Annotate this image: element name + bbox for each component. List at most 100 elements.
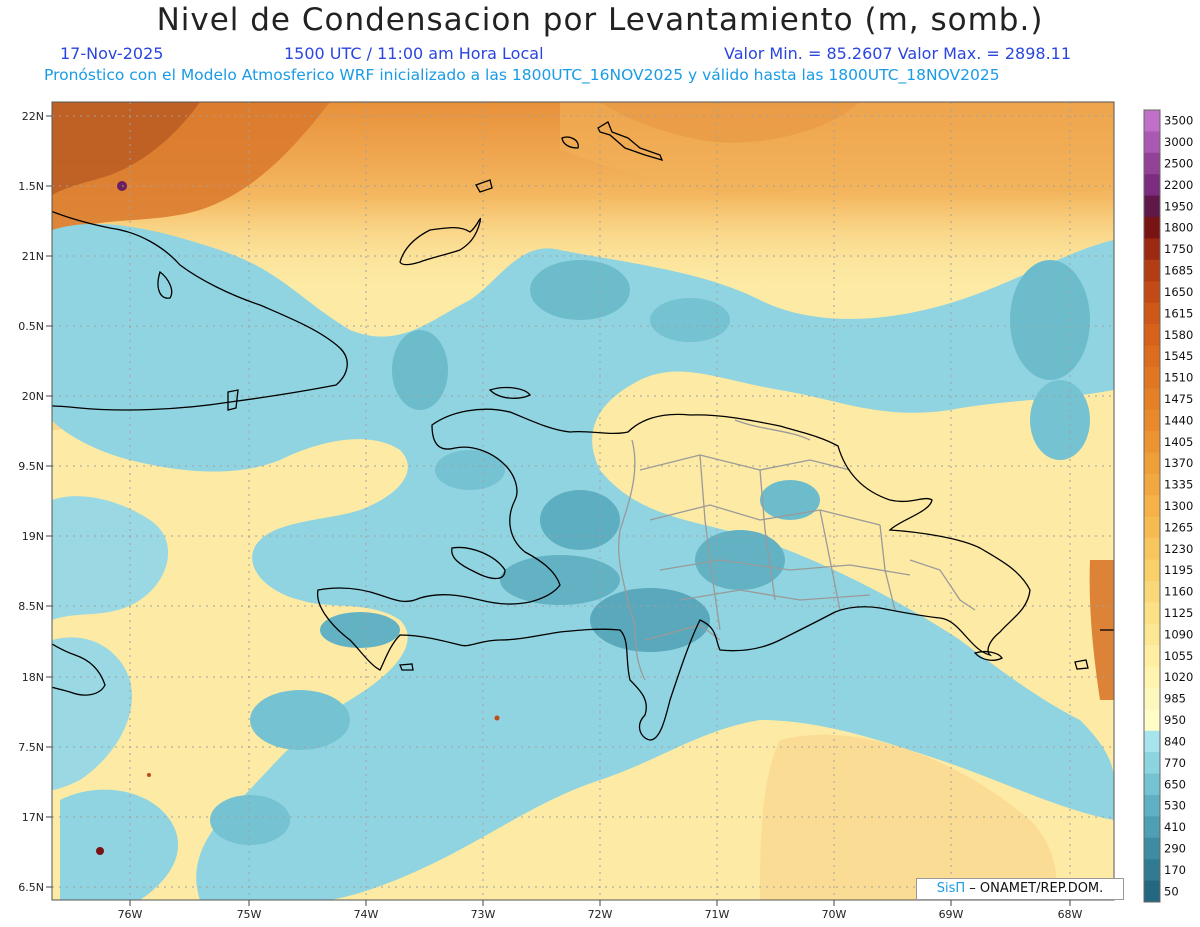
colorbar-swatch (1144, 580, 1160, 603)
colorbar-swatch (1144, 302, 1160, 325)
axis-ticks (46, 115, 1071, 906)
colorbar-label: 530 (1164, 799, 1186, 813)
colorbar-label: 1370 (1164, 456, 1193, 470)
colorbar-swatch (1144, 666, 1160, 689)
lat-label: 18N (22, 671, 44, 684)
colorbar-swatch (1144, 687, 1160, 710)
colorbar-swatch (1144, 709, 1160, 732)
colorbar-swatch (1144, 794, 1160, 817)
colorbar-label: 1125 (1164, 606, 1193, 620)
colorbar-label: 290 (1164, 841, 1186, 855)
colorbar-label: 50 (1164, 884, 1179, 898)
lon-label: 68W (1058, 908, 1083, 921)
lat-label: 8.5N (18, 600, 44, 613)
colorbar-label: 2200 (1164, 178, 1193, 192)
lon-label: 70W (822, 908, 847, 921)
credit-text: – ONAMET/REP.DOM. (969, 881, 1104, 896)
colorbar-label: 1440 (1164, 413, 1193, 427)
colorbar-label: 1685 (1164, 264, 1193, 278)
colorbar-label: 1020 (1164, 670, 1193, 684)
colorbar-label: 3500 (1164, 114, 1193, 128)
colorbar-label: 1580 (1164, 328, 1193, 342)
colorbar-swatch (1144, 366, 1160, 389)
colorbar-label: 1510 (1164, 371, 1193, 385)
lat-label: 20N (22, 390, 44, 403)
colorbar-border (1143, 109, 1161, 903)
colorbar-label: 770 (1164, 756, 1186, 770)
lat-label: 21N (22, 250, 44, 263)
colorbar-swatch (1144, 388, 1160, 411)
colorbar-swatch (1144, 816, 1160, 839)
province-borders (617, 419, 976, 681)
colorbar-swatch (1144, 752, 1160, 775)
colorbar-label: 410 (1164, 820, 1186, 834)
colorbar-label: 1475 (1164, 392, 1193, 406)
colorbar-swatch (1144, 623, 1160, 646)
latitude-labels: 22N 1.5N 21N 0.5N 20N 9.5N 19N 8.5N 18N … (18, 110, 44, 894)
colorbar-swatch (1144, 516, 1160, 539)
colorbar-label: 1650 (1164, 285, 1193, 299)
colorbar-swatch (1144, 259, 1160, 282)
coastlines (52, 121, 1114, 741)
page-title: Nivel de Condensacion por Levantamiento … (156, 2, 1044, 38)
lon-label: 75W (237, 908, 262, 921)
colorbar-label: 1800 (1164, 221, 1193, 235)
colorbar-swatch (1144, 495, 1160, 518)
lat-label: 1.5N (18, 180, 44, 193)
colorbar-label: 1335 (1164, 478, 1193, 492)
colorbar-label: 3000 (1164, 135, 1193, 149)
colorbar-swatch (1144, 880, 1160, 903)
lat-label: 6.5N (18, 881, 44, 894)
colorbar-label: 1405 (1164, 435, 1193, 449)
colorbar-label: 650 (1164, 777, 1186, 791)
colorbar-swatch (1144, 859, 1160, 882)
forecast-description: Pronóstico con el Modelo Atmosferico WRF… (44, 66, 1000, 84)
colorbar-label: 840 (1164, 734, 1186, 748)
sispi-logo: SisΠ (936, 881, 966, 896)
longitude-labels: 76W 75W 74W 73W 72W 71W 70W 69W 68W (118, 908, 1083, 921)
colorbar-swatch (1144, 602, 1160, 625)
min-max-values: Valor Min. = 85.2607 Valor Max. = 2898.1… (724, 44, 1072, 63)
colorbar-label: 1090 (1164, 627, 1193, 641)
lat-label: 7.5N (18, 741, 44, 754)
colorbar-label: 1615 (1164, 306, 1193, 320)
colorbar-swatch (1144, 110, 1160, 132)
colorbar-swatch (1144, 452, 1160, 475)
colorbar-label: 1265 (1164, 520, 1193, 534)
colorbar-swatch (1144, 174, 1160, 197)
lat-label: 0.5N (18, 320, 44, 333)
lat-label: 17N (22, 811, 44, 824)
colorbar-label: 170 (1164, 863, 1186, 877)
colorbar-swatch (1144, 217, 1160, 239)
colorbar-swatch (1144, 645, 1160, 668)
lon-label: 71W (705, 908, 730, 921)
colorbar-label: 1055 (1164, 649, 1193, 663)
colorbar-swatch (1144, 559, 1160, 582)
colorbar-label: 950 (1164, 713, 1186, 727)
lcl-shading (52, 102, 1114, 900)
colorbar-swatch (1144, 730, 1160, 753)
lon-label: 76W (118, 908, 143, 921)
colorbar-swatch (1144, 837, 1160, 860)
colorbar-label: 1950 (1164, 199, 1193, 213)
lat-label: 19N (22, 530, 44, 543)
colorbar-label: 985 (1164, 692, 1186, 706)
colorbar-swatch (1144, 473, 1160, 496)
lon-label: 72W (588, 908, 613, 921)
lat-label: 22N (22, 110, 44, 123)
credit-box: SisΠ – ONAMET/REP.DOM. (916, 878, 1124, 900)
lon-label: 69W (939, 908, 964, 921)
colorbar: 3500 3000 2500 2200 1950 1800 1750 1685 1650 1615… (1143, 109, 1193, 903)
colorbar-swatch (1144, 324, 1160, 346)
colorbar-swatch (1144, 409, 1160, 432)
colorbar-label: 1195 (1164, 563, 1193, 577)
lat-label: 9.5N (18, 460, 44, 473)
map-frame (51, 101, 1115, 901)
lon-label: 73W (471, 908, 496, 921)
colorbar-label: 2500 (1164, 157, 1193, 171)
forecast-time: 1500 UTC / 11:00 am Hora Local (284, 44, 544, 63)
colorbar-label: 1230 (1164, 542, 1193, 556)
colorbar-swatch (1144, 538, 1160, 561)
colorbar-swatch (1144, 345, 1160, 368)
